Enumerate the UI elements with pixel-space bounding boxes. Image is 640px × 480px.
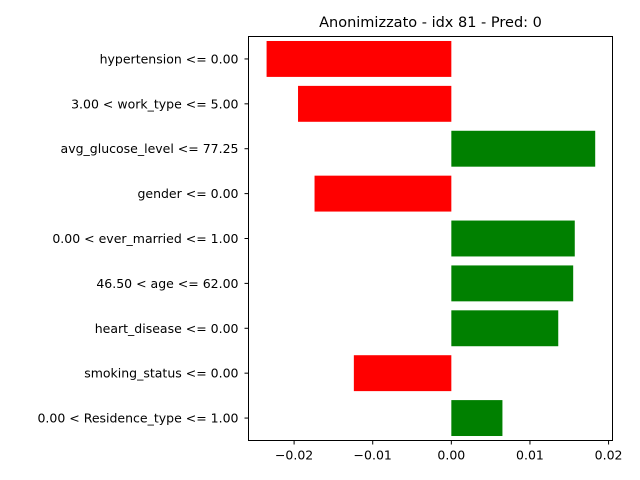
y-tick-label: 0.00 < ever_married <= 1.00 — [52, 231, 238, 246]
x-tick-label: 0.01 — [516, 448, 544, 463]
x-axis-ticks: −0.02 −0.01 0.00 0.01 0.02 — [275, 440, 623, 463]
plot-frame — [248, 36, 613, 441]
x-tick-label: 0.02 — [595, 448, 623, 463]
x-tick-label: −0.02 — [275, 448, 313, 463]
bar-6 — [451, 265, 574, 302]
bar-9 — [451, 400, 503, 437]
bar-5 — [451, 220, 575, 257]
bar-4 — [314, 175, 452, 212]
bar-7 — [451, 310, 559, 347]
y-tick-label: gender <= 0.00 — [137, 186, 238, 201]
y-tick-label: 0.00 < Residence_type <= 1.00 — [37, 411, 238, 426]
bar-8 — [353, 355, 452, 392]
y-tick-label: hypertension <= 0.00 — [100, 51, 239, 66]
y-tick-label: 3.00 < work_type <= 5.00 — [71, 96, 238, 111]
bar-3 — [451, 130, 596, 167]
bar-2 — [298, 85, 452, 122]
y-tick-label: avg_glucose_level <= 77.25 — [61, 141, 239, 156]
chart-title: Anonimizzato - idx 81 - Pred: 0 — [319, 15, 542, 31]
x-tick-label: 0.00 — [437, 448, 465, 463]
y-tick-label: smoking_status <= 0.00 — [84, 366, 238, 381]
y-tick-label: heart_disease <= 0.00 — [95, 321, 239, 336]
bar-1 — [266, 40, 452, 77]
bars-group — [266, 40, 596, 437]
y-tick-label: 46.50 < age <= 62.00 — [96, 276, 238, 291]
y-axis-ticks: hypertension <= 0.00 3.00 < work_type <= … — [37, 51, 249, 426]
x-tick-label: −0.01 — [354, 448, 392, 463]
